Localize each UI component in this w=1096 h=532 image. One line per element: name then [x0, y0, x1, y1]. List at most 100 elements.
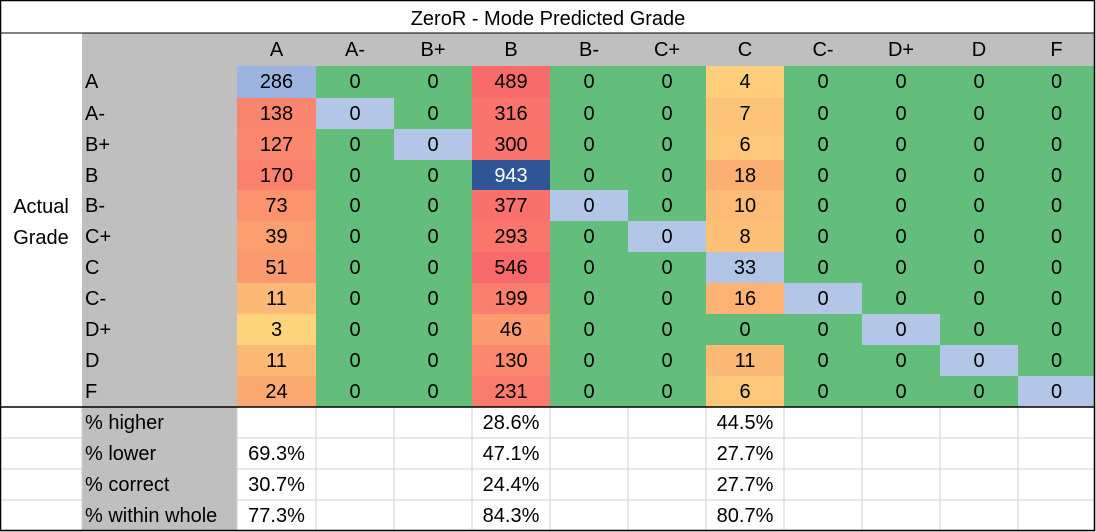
cell-value-D-C-: 0 [817, 350, 828, 372]
summary-cell [783, 499, 863, 532]
summary-cell [939, 499, 1019, 532]
cell-value-B-D+: 0 [895, 165, 906, 187]
cell-A--D+ [862, 98, 940, 129]
cell-C-A- [316, 252, 394, 283]
cell-F-A [237, 376, 316, 407]
summary-blank-cell [0, 499, 83, 532]
cell-value-F-A: 24 [265, 381, 287, 403]
cell-value-F-B+: 0 [427, 381, 438, 403]
y-axis-label-line-1: Actual [13, 196, 69, 218]
cell-D+-B- [550, 314, 628, 345]
cell-A-F [1018, 66, 1095, 98]
column-header-D: D [972, 39, 986, 61]
column-header-B+: B+ [420, 39, 445, 61]
summary-cell [236, 406, 317, 439]
summary-cell [315, 406, 395, 439]
row-label-A: A [85, 71, 99, 93]
cell-value-C+-C: 8 [739, 226, 750, 248]
cell-value-B--A: 73 [265, 195, 287, 217]
cell-value-A-A-: 0 [349, 71, 360, 93]
cell-F-A- [316, 376, 394, 407]
cell-value-B-B-: 0 [583, 165, 594, 187]
summary-cell [549, 437, 629, 470]
cell-value-F-B-: 0 [583, 381, 594, 403]
row-label-D+: D+ [85, 319, 111, 341]
cell-value-C-A: 51 [265, 257, 287, 279]
cell-A-C+ [628, 66, 706, 98]
row-label-B: B [85, 165, 98, 187]
summary-value-1-6: 27.7% [717, 443, 774, 465]
cell-D+-B [472, 314, 550, 345]
cell-value-B--C-: 0 [817, 195, 828, 217]
summary-cell [783, 468, 863, 501]
cell-value-B+-A-: 0 [349, 134, 360, 156]
cell-value-B-A: 170 [260, 165, 293, 187]
cell-value-D+-D+: 0 [895, 319, 906, 341]
cell-A-A [237, 66, 316, 98]
summary-value-0-3: 28.6% [483, 412, 540, 434]
cell-value-B--A-: 0 [349, 195, 360, 217]
column-header-band [82, 33, 1095, 66]
cell-C-F [1018, 252, 1095, 283]
summary-value-0-6: 44.5% [717, 412, 774, 434]
cell-B+-B- [550, 129, 628, 160]
summary-cell [315, 437, 395, 470]
cell-C-B- [550, 252, 628, 283]
summary-cell [627, 406, 707, 439]
summary-cell [627, 468, 707, 501]
row-label-B+: B+ [85, 134, 110, 156]
cell-value-C-C+: 0 [661, 257, 672, 279]
cell-value-C-B+: 0 [427, 257, 438, 279]
cell-A--C+ [628, 98, 706, 129]
cell-value-A--A-: 0 [349, 103, 360, 125]
cell-value-A-D+: 0 [895, 71, 906, 93]
cell-B+-C+ [628, 129, 706, 160]
summary-cell [939, 468, 1019, 501]
cell-C-B+ [394, 252, 472, 283]
cell-value-D+-C-: 0 [817, 319, 828, 341]
summary-value-3-6: 80.7% [717, 505, 774, 527]
cell-A--A- [316, 98, 394, 129]
column-header-D+: D+ [888, 39, 914, 61]
cell-B--C- [784, 190, 862, 221]
cell-value-A--A: 138 [260, 103, 293, 125]
cell-value-C+-A: 39 [265, 226, 287, 248]
cell-C+-B [472, 221, 550, 252]
cell-value-A--C: 7 [739, 103, 750, 125]
cell-value-F-A-: 0 [349, 381, 360, 403]
cell-B--B+ [394, 190, 472, 221]
cell-value-A-B+: 0 [427, 71, 438, 93]
cell-value-F-D+: 0 [895, 381, 906, 403]
cell-B-B [472, 160, 550, 190]
cell-D+-D+ [862, 314, 940, 345]
cell-A-B- [550, 66, 628, 98]
summary-label-2: % correct [85, 474, 170, 496]
cell-value-A-B-: 0 [583, 71, 594, 93]
row-label-band [82, 66, 237, 531]
chart-title: ZeroR - Mode Predicted Grade [411, 8, 686, 30]
summary-blank-cell [0, 468, 83, 501]
summary-cell [939, 406, 1019, 439]
cell-value-B+-F: 0 [1051, 134, 1062, 156]
summary-cell [549, 468, 629, 501]
cell-value-B--B+: 0 [427, 195, 438, 217]
cell-C+-B- [550, 221, 628, 252]
summary-value-2-0: 30.7% [248, 474, 305, 496]
cell-value-D+-B-: 0 [583, 319, 594, 341]
cell-value-C--B-: 0 [583, 288, 594, 310]
cell-value-B-B+: 0 [427, 165, 438, 187]
cell-value-D-B+: 0 [427, 350, 438, 372]
cell-value-B--D: 0 [973, 195, 984, 217]
cell-value-D-F: 0 [1051, 350, 1062, 372]
cell-B+-F [1018, 129, 1095, 160]
cell-A-B+ [394, 66, 472, 98]
cell-C--F [1018, 283, 1095, 314]
summary-cell [861, 499, 941, 532]
summary-value-1-0: 69.3% [248, 443, 305, 465]
cell-value-C--C: 16 [734, 288, 756, 310]
cell-value-C+-D+: 0 [895, 226, 906, 248]
cell-C+-D+ [862, 221, 940, 252]
cell-A--C- [784, 98, 862, 129]
cell-C+-C- [784, 221, 862, 252]
